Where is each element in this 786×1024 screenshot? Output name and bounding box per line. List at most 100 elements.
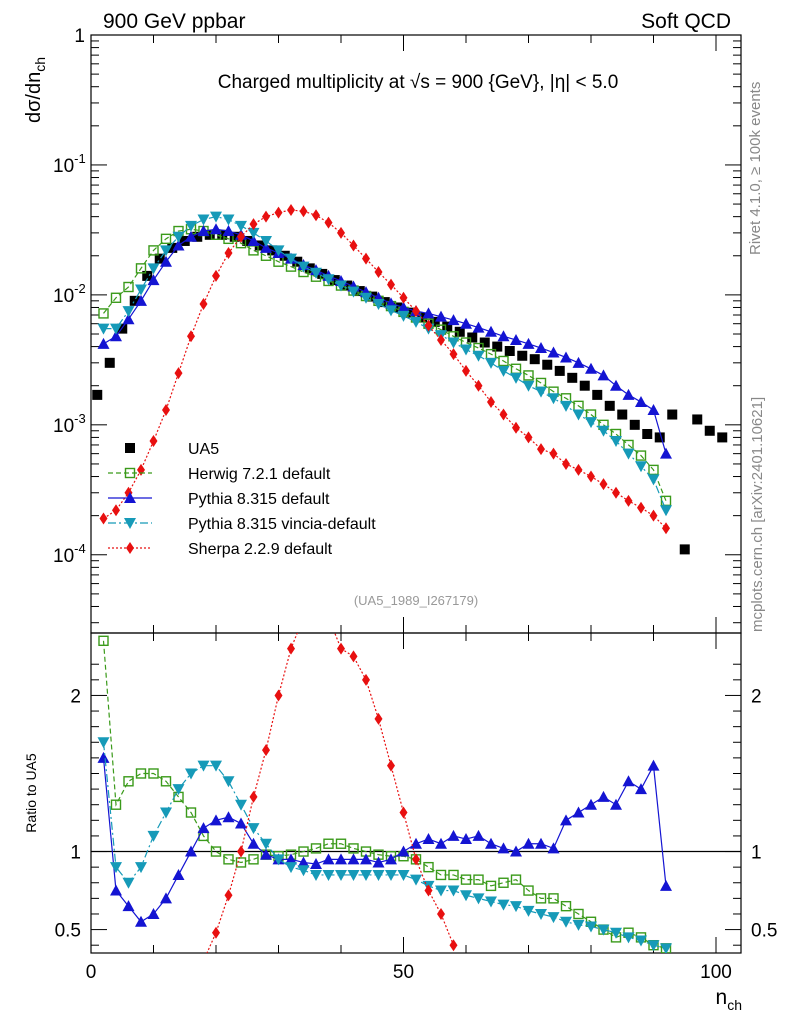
ratio-point-herwig [123, 776, 134, 787]
main-point-vincia [635, 461, 647, 473]
ratio-point-herwig [460, 874, 472, 885]
ratio-point-pythia [360, 853, 372, 865]
ratio-point-herwig [498, 877, 509, 888]
main-point-ua5 [704, 425, 715, 436]
ratio-point-vincia [122, 877, 135, 889]
ratio-point-pythia [210, 814, 222, 826]
main-point-pythia [497, 330, 510, 342]
ratio-point-vincia [97, 737, 110, 749]
main-point-sherpa [512, 421, 520, 434]
ratio-point-vincia [435, 885, 447, 897]
ratio-point-herwig [298, 846, 309, 857]
ratio-point-herwig [435, 869, 447, 881]
main-point-pythia [647, 404, 660, 416]
ratio-point-pythia [435, 837, 447, 849]
main-point-ua5 [204, 229, 215, 240]
main-point-ua5 [217, 229, 228, 240]
main-line-herwig [103, 228, 667, 502]
main-series-sherpa [99, 204, 670, 535]
main-point-pythia [422, 307, 435, 319]
main-point-herwig [123, 281, 134, 293]
ratio-point-vincia [660, 943, 672, 953]
ratio-point-vincia [160, 807, 172, 819]
main-point-vincia [222, 214, 235, 226]
main-point-sherpa [374, 266, 383, 279]
main-point-ua5 [254, 240, 265, 251]
main-point-ua5 [679, 544, 690, 555]
ratio-point-vincia [622, 932, 635, 944]
ratio-point-pythia [97, 751, 110, 763]
ratio-point-pythia [460, 833, 472, 845]
main-point-vincia [260, 235, 272, 247]
ratio-point-sherpa [262, 744, 270, 757]
main-point-sherpa [662, 522, 670, 535]
ratio-point-herwig [535, 893, 547, 904]
ratio-point-pythia [397, 845, 410, 857]
ratio-point-herwig [235, 857, 247, 868]
main-point-ua5 [167, 242, 178, 253]
ratio-point-vincia [522, 905, 535, 917]
main-point-sherpa [349, 239, 358, 252]
ratio-point-sherpa [237, 845, 245, 858]
main-point-vincia [272, 245, 285, 257]
main-point-vincia [497, 365, 510, 377]
main-point-sherpa [287, 204, 295, 217]
ratio-y-axis-label: Ratio to UA5 [23, 753, 39, 833]
main-point-pythia [247, 234, 260, 246]
ratio-point-vincia [322, 869, 335, 881]
ratio-point-sherpa [287, 642, 295, 655]
ratio-point-pythia [147, 907, 160, 919]
main-point-sherpa [387, 278, 395, 291]
main-point-ua5 [617, 409, 628, 420]
ratio-point-sherpa [412, 853, 420, 866]
main-line-pythia [103, 228, 667, 454]
ratio-point-sherpa [337, 642, 345, 655]
ratio-point-sherpa [424, 884, 433, 897]
main-point-sherpa [249, 218, 258, 231]
main-point-vincia [385, 305, 397, 317]
main-point-sherpa [499, 408, 508, 421]
mcplots-credit-label: mcplots.cern.ch [arXiv:2401.10621] [749, 397, 766, 632]
main-point-herwig [110, 292, 122, 303]
ratio-point-herwig [160, 776, 172, 787]
main-point-sherpa [299, 205, 308, 218]
legend-label-ua5: UA5 [188, 441, 219, 458]
x-tick-label: 50 [393, 962, 414, 983]
main-point-sherpa [212, 269, 220, 282]
ratio-point-pythia [372, 856, 385, 868]
main-y-tick-label: 1 [74, 26, 85, 47]
main-point-pythia [97, 337, 110, 349]
main-point-ua5 [329, 275, 340, 286]
main-point-ua5 [529, 354, 540, 365]
main-line-vincia [103, 216, 667, 511]
ratio-point-pythia [472, 829, 485, 841]
main-point-vincia [285, 253, 297, 265]
main-point-sherpa [449, 348, 458, 361]
ratio-point-herwig [310, 843, 322, 854]
ratio-point-pythia [247, 837, 260, 849]
main-point-sherpa [524, 431, 533, 444]
main-point-vincia [210, 211, 222, 223]
ratio-point-pythia [385, 853, 397, 865]
ratio-point-pythia [135, 915, 147, 927]
ratio-point-vincia [310, 869, 322, 881]
main-point-herwig [148, 245, 159, 256]
legend-label-vincia: Pythia 8.315 vincia-default [188, 516, 376, 533]
main-point-vincia [622, 448, 635, 460]
main-point-pythia [460, 317, 472, 329]
ratio-point-pythia [110, 884, 122, 896]
main-point-pythia [660, 447, 672, 459]
main-point-ua5 [567, 372, 578, 383]
main-point-ua5 [92, 389, 103, 400]
main-point-ua5 [192, 231, 203, 242]
ratio-point-vincia [185, 768, 197, 780]
main-point-pythia [522, 337, 535, 349]
ratio-point-pythia [647, 759, 660, 771]
ratio-point-sherpa [212, 926, 220, 939]
ratio-line-vincia [102, 742, 667, 949]
energy-label: 900 GeV ppbar [103, 10, 245, 33]
ratio-point-pythia [560, 814, 572, 826]
main-point-ua5 [642, 428, 653, 439]
main-point-vincia [585, 417, 597, 429]
ratio-point-pythia [485, 837, 497, 849]
